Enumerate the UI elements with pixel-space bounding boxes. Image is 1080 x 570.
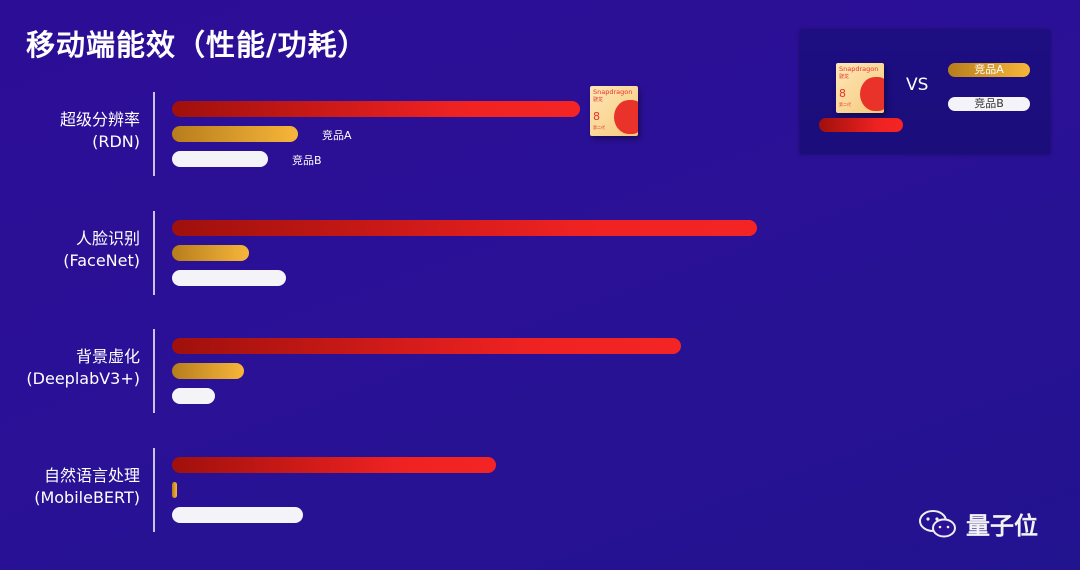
legend: Snapdragon 骁龙 8 第二代 VS 竞品A 竞品B [800,30,1050,154]
row-separator [153,210,155,295]
chip-brand-cn: 骁龙 [839,74,850,80]
inline-series-label: 竞品A [322,129,352,142]
bar-competitor-a [172,244,249,261]
snapdragon-chip-logo: Snapdragon 骁龙 8 第二代 [836,63,884,113]
category-label: 超级分辨率 (RDN) [0,109,140,153]
bar-competitor-a [172,481,177,498]
chip-gen: 第二代 [839,102,851,107]
watermark: 量子位 [918,506,1038,541]
wechat-icon [919,509,956,537]
category-label-line: (FaceNet) [63,250,140,270]
row-separator [153,447,155,532]
bar-snapdragon [172,456,496,473]
row-separator [153,329,155,413]
bar-competitor-b [172,388,215,404]
category-label-line: 背景虚化 [75,347,140,366]
bar-snapdragon [172,338,681,354]
legend-swatch-snapdragon [819,118,903,132]
bar-competitor-b [172,506,303,523]
chip-brand: Snapdragon [839,65,879,73]
legend-item-a: 竞品A [948,63,1030,77]
chip-model: 8 [593,110,600,123]
bar-competitor-b [172,151,268,167]
chip-gen: 第二代 [593,125,605,130]
legend-item-b: 竞品B [948,97,1030,111]
row-separator [153,92,155,176]
bar-snapdragon [172,101,580,117]
bar-competitor-a [172,126,298,142]
legend-vs: VS [906,75,929,95]
chip-brand-cn: 骁龙 [593,97,604,103]
category-label-line: 超级分辨率 [59,110,140,129]
inline-series-label: 竞品B [292,154,322,167]
chip-model: 8 [839,87,846,100]
category-label: 自然语言处理 (MobileBERT) [0,465,140,509]
watermark-text: 量子位 [966,512,1038,540]
category-label: 人脸识别 (FaceNet) [0,228,140,272]
bar-competitor-a [172,363,244,379]
category-label: 背景虚化 (DeeplabV3+) [0,346,140,390]
chip-brand: Snapdragon [593,88,633,96]
snapdragon-chip-marker: Snapdragon 骁龙 8 第二代 [590,86,638,136]
category-label-line: (MobileBERT) [34,487,140,507]
chart-title: 移动端能效（性能/功耗） [26,28,368,62]
bar-competitor-b [172,269,286,286]
category-label-line: (RDN) [92,132,140,151]
category-label-line: 自然语言处理 [43,465,140,485]
category-label-line: 人脸识别 [75,228,140,248]
category-label-line: (DeeplabV3+) [26,369,140,388]
bar-snapdragon [172,219,757,236]
